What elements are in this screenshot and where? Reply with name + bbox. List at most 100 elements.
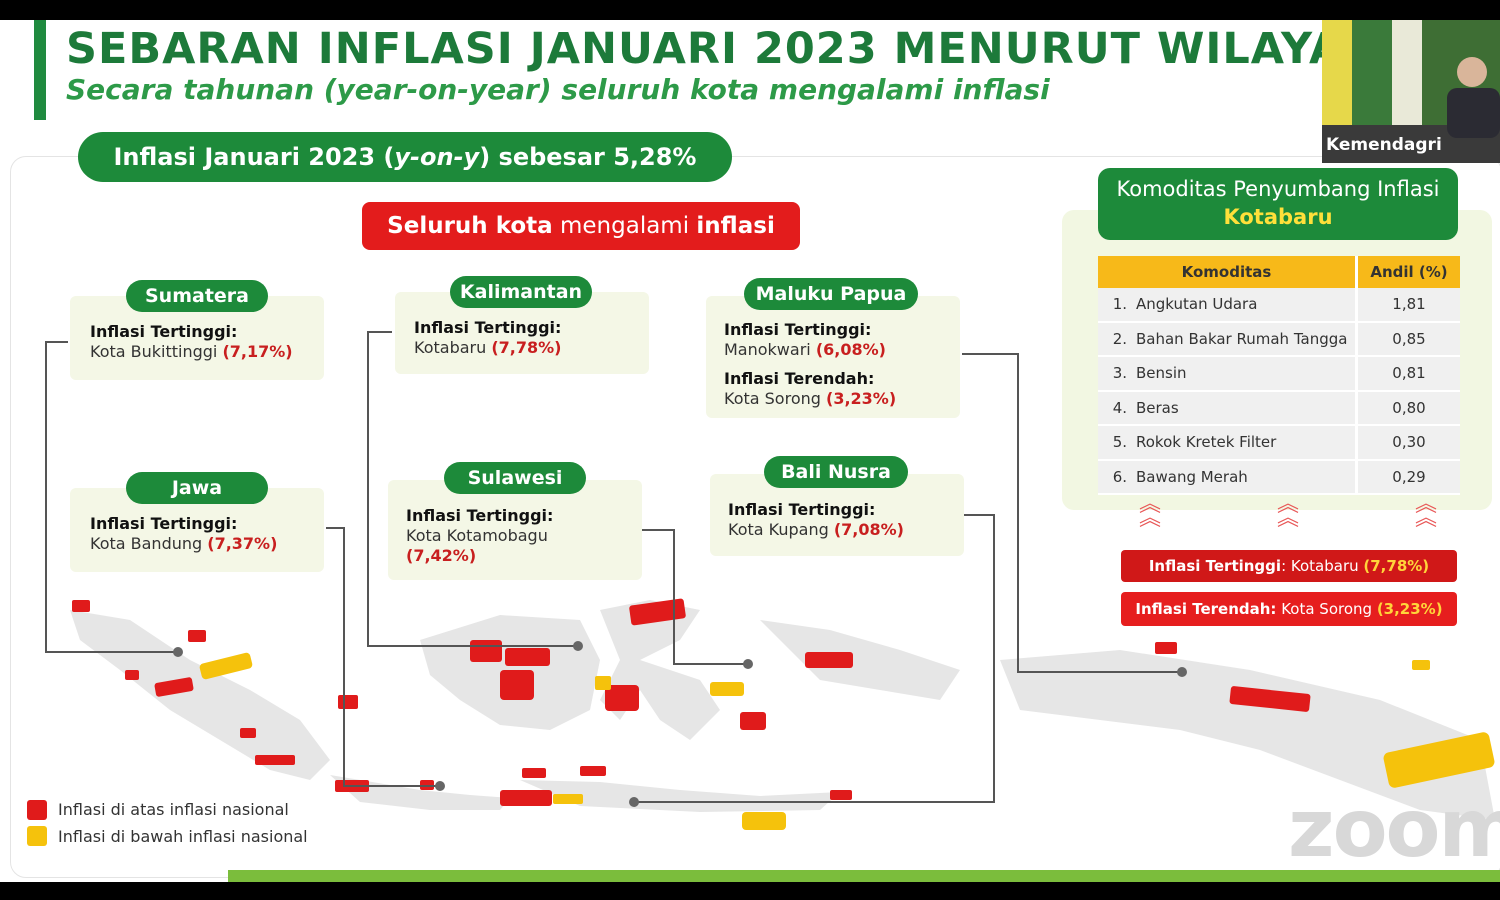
- label-tertinggi: Inflasi Tertinggi:: [728, 500, 876, 519]
- region-text-maluku-papua: Inflasi Tertinggi: Manokwari (6,08%) Inf…: [724, 320, 896, 409]
- komoditas-table: Komoditas Andil (%) 1. Angkutan Udara 1,81…: [1098, 256, 1460, 495]
- row-number: 1.: [1098, 288, 1135, 323]
- region-label-bali-nusra: Bali Nusra: [764, 456, 908, 488]
- headline-pre: Inflasi Januari 2023 (: [113, 143, 395, 171]
- participant-name: Kemendagri: [1326, 135, 1442, 155]
- inflation-value: (7,37%): [207, 534, 278, 553]
- row-number: 2.: [1098, 321, 1135, 357]
- commodity-name: Bensin: [1135, 356, 1357, 392]
- region-text-sumatera: Inflasi Tertinggi: Kota Bukittinggi (7,1…: [90, 322, 293, 362]
- table-row: 2. Bahan Bakar Rumah Tangga 0,85: [1098, 321, 1460, 357]
- table-header-row: Komoditas Andil (%): [1098, 256, 1460, 288]
- banner-part1: Seluruh kota: [387, 213, 553, 239]
- webcam-video: [1322, 20, 1500, 163]
- slide-title: SEBARAN INFLASI JANUARI 2023 MENURUT WIL…: [66, 24, 1344, 74]
- region-label-sulawesi: Sulawesi: [444, 462, 586, 494]
- presentation-slide: SEBARAN INFLASI JANUARI 2023 MENURUT WIL…: [0, 20, 1500, 882]
- legend-above: Inflasi di atas inflasi nasional: [58, 800, 289, 819]
- chevron-up-icon: ︽ ︽: [1138, 492, 1161, 531]
- region-card-sulawesi: [388, 480, 642, 580]
- row-number: 3.: [1098, 356, 1135, 392]
- commodity-name: Rokok Kretek Filter: [1135, 425, 1357, 461]
- andil-value: 1,81: [1355, 288, 1460, 323]
- andil-value: 0,85: [1355, 321, 1460, 357]
- high-value: (7,78%): [1363, 557, 1430, 575]
- commodity-name: Angkutan Udara: [1135, 288, 1357, 323]
- low-city: Kota Sorong: [1276, 600, 1377, 618]
- commodity-name: Bawang Merah: [1135, 459, 1357, 495]
- row-number: 6.: [1098, 459, 1135, 495]
- inflation-value: (7,17%): [222, 342, 293, 361]
- col-andil: Andil (%): [1355, 256, 1460, 288]
- zoom-watermark: zoom: [1288, 782, 1500, 875]
- inflation-value-low: (3,23%): [826, 389, 897, 408]
- region-label-sumatera: Sumatera: [126, 280, 268, 312]
- col-komoditas: Komoditas: [1098, 256, 1357, 288]
- chevron-up-icon: ︽ ︽: [1276, 492, 1299, 531]
- table-row: 5. Rokok Kretek Filter 0,30: [1098, 425, 1460, 461]
- high-city: : Kotabaru: [1281, 557, 1364, 575]
- banner-part2: mengalami: [552, 213, 697, 239]
- webcam-thumbnail[interactable]: Kemendagri: [1322, 20, 1500, 163]
- label-terendah: Inflasi Terendah:: [724, 369, 875, 388]
- city-name-low: Kota Sorong: [724, 389, 821, 408]
- region-label-jawa: Jawa: [126, 472, 268, 504]
- inflation-value: (6,08%): [815, 340, 886, 359]
- label-tertinggi: Inflasi Tertinggi:: [90, 514, 238, 533]
- chevron-up-icon: ︽ ︽: [1414, 492, 1437, 531]
- city-name: Kota Kotamobagu: [406, 526, 548, 545]
- low-label: Inflasi Terendah:: [1135, 600, 1277, 618]
- slide-subtitle: Secara tahunan (year-on-year) seluruh ko…: [66, 73, 1050, 106]
- region-label-kalimantan: Kalimantan: [450, 276, 592, 308]
- komoditas-header: Komoditas Penyumbang Inflasi Kotabaru: [1098, 168, 1458, 240]
- region-text-jawa: Inflasi Tertinggi: Kota Bandung (7,37%): [90, 514, 277, 554]
- legend-swatch-above: [27, 800, 47, 820]
- bottom-accent-strip: [228, 870, 1500, 882]
- headline-italic: y-on-y: [394, 143, 480, 171]
- andil-value: 0,29: [1355, 459, 1460, 495]
- city-name: Kota Bukittinggi: [90, 342, 218, 361]
- commodity-name: Beras: [1135, 390, 1357, 426]
- region-card-maluku-papua: [706, 296, 960, 418]
- title-accent-bar: [34, 20, 46, 120]
- andil-value: 0,30: [1355, 425, 1460, 461]
- headline-post: ) sebesar 5,28%: [479, 143, 697, 171]
- label-tertinggi: Inflasi Tertinggi:: [406, 506, 554, 525]
- table-row: 6. Bawang Merah 0,29: [1098, 459, 1460, 495]
- lowest-inflation-pill: Inflasi Terendah: Kota Sorong (3,23%): [1121, 592, 1457, 626]
- label-tertinggi: Inflasi Tertinggi:: [90, 322, 238, 341]
- table-row: 3. Bensin 0,81: [1098, 356, 1460, 392]
- indonesia-map: [45, 331, 1495, 830]
- commodity-name: Bahan Bakar Rumah Tangga: [1135, 321, 1357, 357]
- city-name: Kotabaru: [414, 338, 487, 357]
- inflation-value: (7,78%): [491, 338, 562, 357]
- legend-below: Inflasi di bawah inflasi nasional: [58, 827, 308, 846]
- region-text-kalimantan: Inflasi Tertinggi: Kotabaru (7,78%): [414, 318, 561, 358]
- inflation-value: (7,42%): [406, 546, 477, 565]
- label-tertinggi: Inflasi Tertinggi:: [724, 320, 872, 339]
- region-label-maluku-papua: Maluku Papua: [744, 278, 918, 310]
- komoditas-rows: 1. Angkutan Udara 1,81 2. Bahan Bakar Rumah …: [1098, 288, 1460, 495]
- row-number: 4.: [1098, 390, 1135, 426]
- city-name: Manokwari: [724, 340, 811, 359]
- low-value: (3,23%): [1376, 600, 1443, 618]
- highest-inflation-pill: Inflasi Tertinggi: Kotabaru (7,78%): [1121, 550, 1457, 582]
- national-inflation-pill: Inflasi Januari 2023 (y-on-y) sebesar 5,…: [78, 132, 732, 182]
- komoditas-city: Kotabaru: [1223, 205, 1333, 229]
- row-number: 5.: [1098, 425, 1135, 461]
- region-text-sulawesi: Inflasi Tertinggi: Kota Kotamobagu (7,42…: [406, 506, 553, 566]
- legend-swatch-below: [27, 826, 47, 846]
- banner-part3: inflasi: [696, 213, 775, 239]
- komoditas-title: Komoditas Penyumbang Inflasi: [1116, 177, 1440, 201]
- city-name: Kota Bandung: [90, 534, 203, 553]
- city-name: Kota Kupang: [728, 520, 829, 539]
- table-row: 4. Beras 0,80: [1098, 390, 1460, 426]
- table-row: 1. Angkutan Udara 1,81: [1098, 288, 1460, 323]
- andil-value: 0,81: [1355, 356, 1460, 392]
- andil-value: 0,80: [1355, 390, 1460, 426]
- high-label: Inflasi Tertinggi: [1148, 557, 1282, 575]
- label-tertinggi: Inflasi Tertinggi:: [414, 318, 562, 337]
- inflation-value: (7,08%): [833, 520, 904, 539]
- all-cities-banner: Seluruh kota mengalami inflasi: [362, 202, 800, 250]
- region-text-bali-nusra: Inflasi Tertinggi: Kota Kupang (7,08%): [728, 500, 904, 540]
